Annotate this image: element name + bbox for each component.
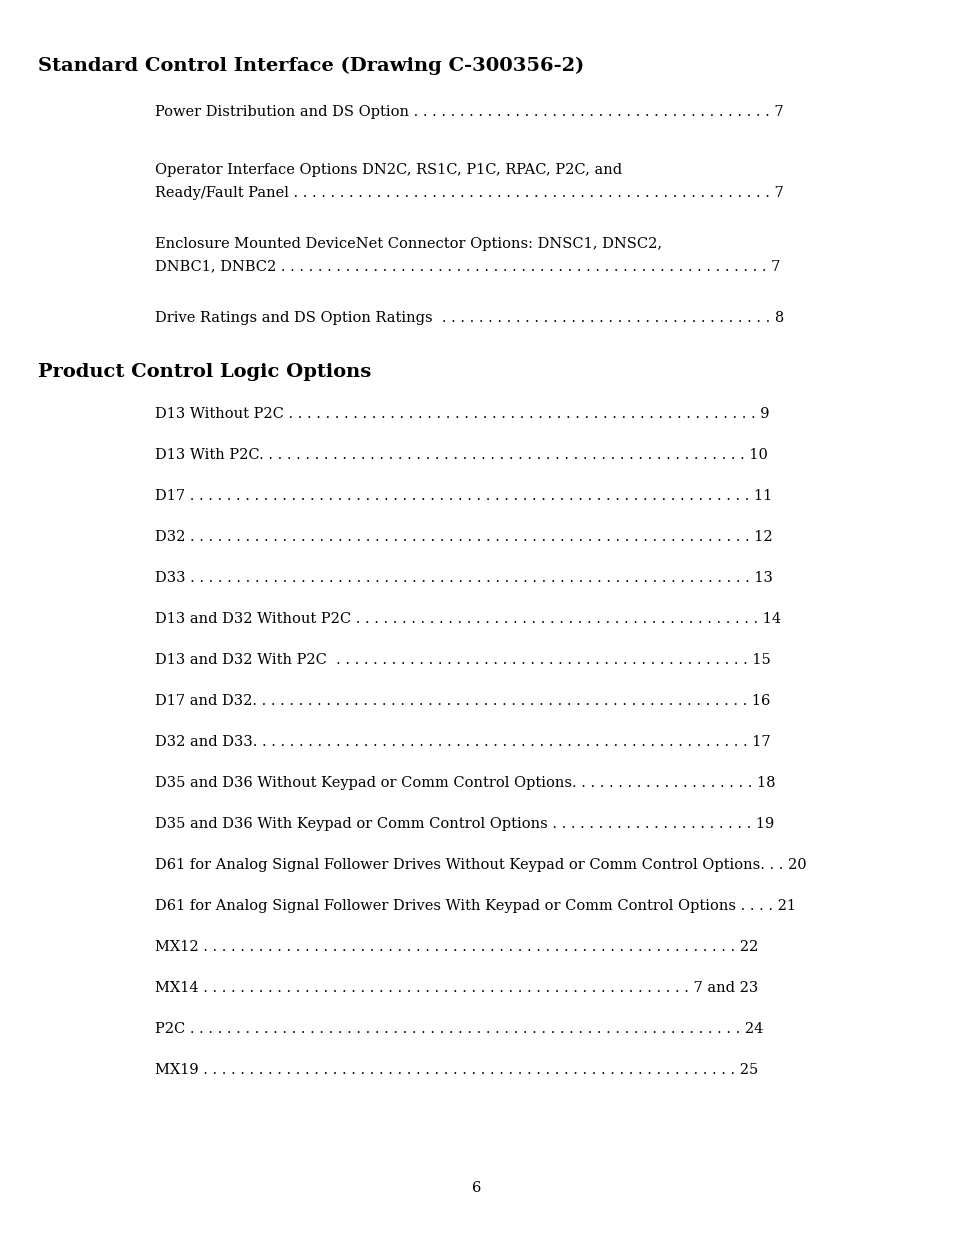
Text: MX12 . . . . . . . . . . . . . . . . . . . . . . . . . . . . . . . . . . . . . .: MX12 . . . . . . . . . . . . . . . . . .…	[154, 940, 758, 953]
Text: Power Distribution and DS Option . . . . . . . . . . . . . . . . . . . . . . . .: Power Distribution and DS Option . . . .…	[154, 105, 782, 119]
Text: P2C . . . . . . . . . . . . . . . . . . . . . . . . . . . . . . . . . . . . . . : P2C . . . . . . . . . . . . . . . . . . …	[154, 1023, 762, 1036]
Text: D13 Without P2C . . . . . . . . . . . . . . . . . . . . . . . . . . . . . . . . : D13 Without P2C . . . . . . . . . . . . …	[154, 408, 769, 421]
Text: D35 and D36 Without Keypad or Comm Control Options. . . . . . . . . . . . . . . : D35 and D36 Without Keypad or Comm Contr…	[154, 776, 775, 790]
Text: MX19 . . . . . . . . . . . . . . . . . . . . . . . . . . . . . . . . . . . . . .: MX19 . . . . . . . . . . . . . . . . . .…	[154, 1063, 758, 1077]
Text: D32 . . . . . . . . . . . . . . . . . . . . . . . . . . . . . . . . . . . . . . : D32 . . . . . . . . . . . . . . . . . . …	[154, 530, 772, 543]
Text: MX14 . . . . . . . . . . . . . . . . . . . . . . . . . . . . . . . . . . . . . .: MX14 . . . . . . . . . . . . . . . . . .…	[154, 981, 758, 995]
Text: Product Control Logic Options: Product Control Logic Options	[38, 363, 371, 382]
Text: Drive Ratings and DS Option Ratings  . . . . . . . . . . . . . . . . . . . . . .: Drive Ratings and DS Option Ratings . . …	[154, 311, 783, 325]
Text: D17 and D32. . . . . . . . . . . . . . . . . . . . . . . . . . . . . . . . . . .: D17 and D32. . . . . . . . . . . . . . .…	[154, 694, 770, 708]
Text: Standard Control Interface (Drawing C-300356-2): Standard Control Interface (Drawing C-30…	[38, 57, 583, 75]
Text: D17 . . . . . . . . . . . . . . . . . . . . . . . . . . . . . . . . . . . . . . : D17 . . . . . . . . . . . . . . . . . . …	[154, 489, 771, 503]
Text: D35 and D36 With Keypad or Comm Control Options . . . . . . . . . . . . . . . . : D35 and D36 With Keypad or Comm Control …	[154, 818, 774, 831]
Text: Ready/Fault Panel . . . . . . . . . . . . . . . . . . . . . . . . . . . . . . . : Ready/Fault Panel . . . . . . . . . . . …	[154, 185, 783, 200]
Text: D33 . . . . . . . . . . . . . . . . . . . . . . . . . . . . . . . . . . . . . . : D33 . . . . . . . . . . . . . . . . . . …	[154, 571, 772, 585]
Text: D13 and D32 Without P2C . . . . . . . . . . . . . . . . . . . . . . . . . . . . : D13 and D32 Without P2C . . . . . . . . …	[154, 613, 781, 626]
Text: DNBC1, DNBC2 . . . . . . . . . . . . . . . . . . . . . . . . . . . . . . . . . .: DNBC1, DNBC2 . . . . . . . . . . . . . .…	[154, 259, 780, 273]
Text: Enclosure Mounted DeviceNet Connector Options: DNSC1, DNSC2,: Enclosure Mounted DeviceNet Connector Op…	[154, 237, 661, 251]
Text: D13 With P2C. . . . . . . . . . . . . . . . . . . . . . . . . . . . . . . . . . : D13 With P2C. . . . . . . . . . . . . . …	[154, 448, 767, 462]
Text: D61 for Analog Signal Follower Drives With Keypad or Comm Control Options . . . : D61 for Analog Signal Follower Drives Wi…	[154, 899, 795, 913]
Text: D13 and D32 With P2C  . . . . . . . . . . . . . . . . . . . . . . . . . . . . . : D13 and D32 With P2C . . . . . . . . . .…	[154, 653, 770, 667]
Text: Operator Interface Options DN2C, RS1C, P1C, RPAC, P2C, and: Operator Interface Options DN2C, RS1C, P…	[154, 163, 621, 177]
Text: 6: 6	[472, 1181, 481, 1195]
Text: D32 and D33. . . . . . . . . . . . . . . . . . . . . . . . . . . . . . . . . . .: D32 and D33. . . . . . . . . . . . . . .…	[154, 735, 770, 748]
Text: D61 for Analog Signal Follower Drives Without Keypad or Comm Control Options. . : D61 for Analog Signal Follower Drives Wi…	[154, 858, 806, 872]
